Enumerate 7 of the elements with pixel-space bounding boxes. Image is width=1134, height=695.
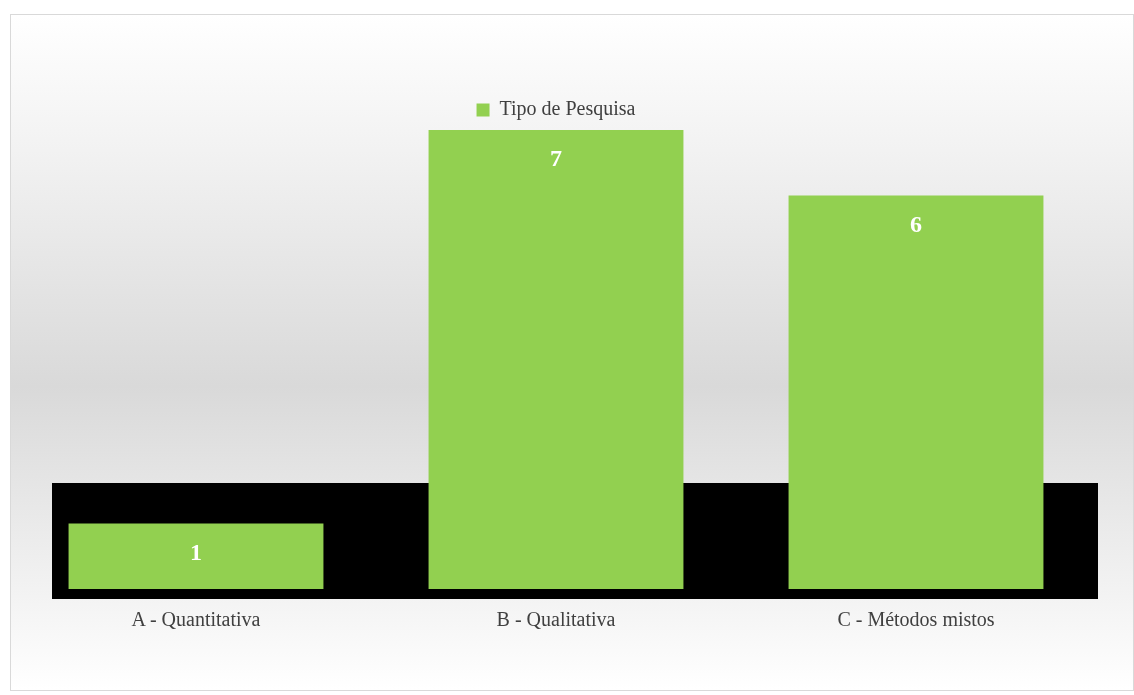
data-label: 6	[910, 210, 922, 237]
data-label: 7	[550, 145, 562, 172]
x-tick-label: A - Quantitativa	[131, 608, 261, 631]
legend-label: Tipo de Pesquisa	[499, 97, 636, 121]
x-tick-label: B - Qualitativa	[496, 608, 616, 631]
x-tick-label: C - Métodos mistos	[837, 608, 995, 631]
data-label: 1	[190, 538, 202, 565]
